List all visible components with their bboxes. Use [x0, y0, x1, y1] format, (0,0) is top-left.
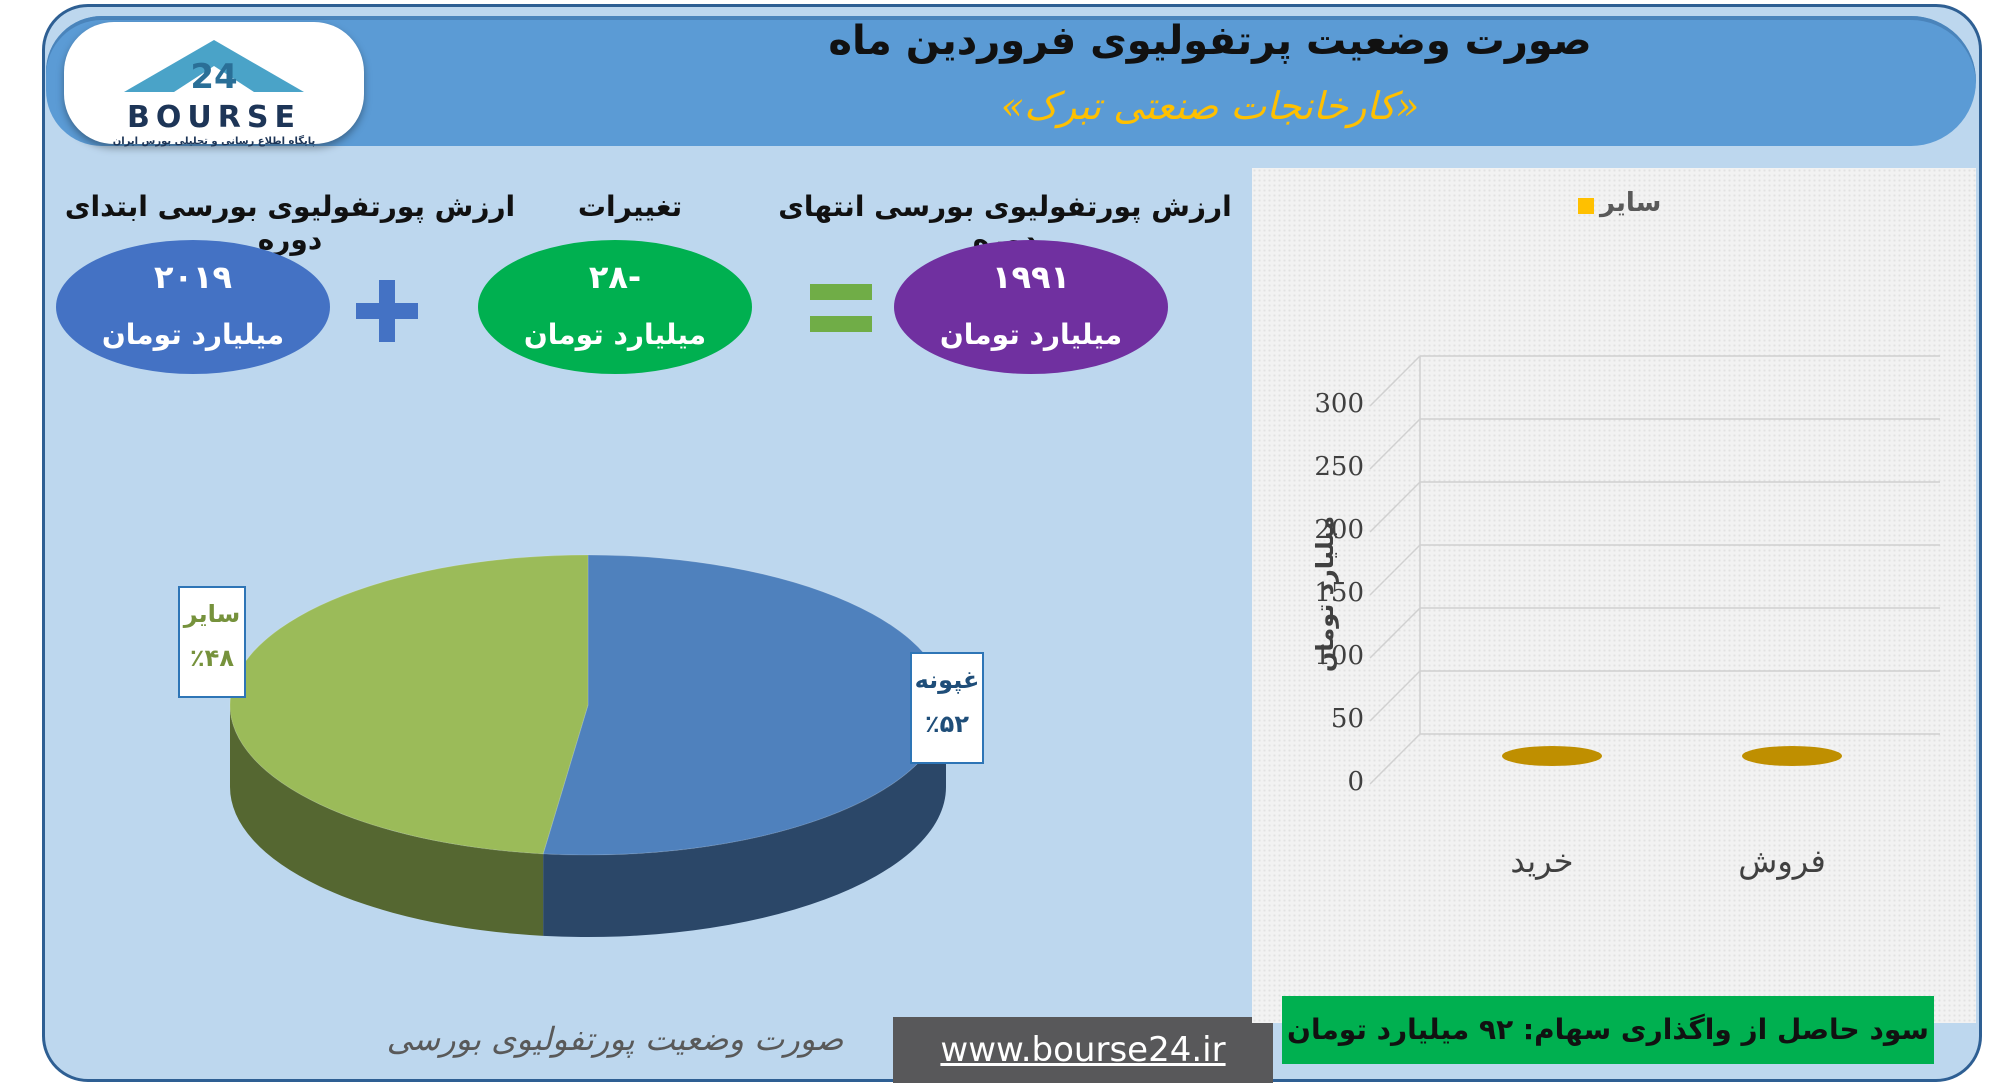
end-value: ۱۹۹۱	[991, 258, 1071, 296]
y-axis-label: میلیارد تومان	[1311, 515, 1339, 673]
end-unit: میلیارد تومان	[939, 318, 1123, 351]
start-unit: میلیارد تومان	[101, 318, 285, 351]
change-unit: میلیارد تومان	[523, 318, 707, 351]
logo-tagline: پایگاه اطلاع رسانی و تحلیلی بورس ایران	[112, 136, 316, 147]
website-url[interactable]: www.bourse24.ir	[893, 1017, 1273, 1083]
logo-wordmark: BOURSE	[127, 100, 301, 135]
bar-0	[1502, 746, 1602, 766]
x-tick-1: فروش	[1738, 842, 1825, 880]
gridline-diag-1	[1369, 670, 1421, 722]
bar-1	[1742, 746, 1842, 766]
pie-side-1	[230, 705, 544, 936]
gridline-diag-4	[1369, 481, 1421, 533]
pie-label-other-pct: ٪۴۸	[190, 644, 234, 672]
bourse24-logo: 24 BOURSE پایگاه اطلاع رسانی و تحلیلی بو…	[64, 22, 364, 147]
pie-side-0	[543, 705, 946, 937]
svg-text:24: 24	[190, 57, 237, 97]
start-value: ۲۰۱۹	[153, 258, 233, 296]
y-tick-5: 250	[1314, 452, 1364, 482]
profit-summary: سود حاصل از واگذاری سهام: ۹۲ میلیارد توم…	[1282, 996, 1934, 1064]
legend-swatch	[1578, 198, 1594, 214]
change-label: تغییرات	[577, 190, 683, 223]
gridline-diag-0	[1369, 733, 1421, 785]
y-tick-6: 300	[1314, 389, 1364, 419]
plus-icon	[356, 280, 418, 346]
start-value-oval: ۲۰۱۹ میلیارد تومان	[56, 240, 330, 374]
pie-label-ghapooneh-pct: ٪۵۲	[925, 710, 969, 738]
header-banner	[46, 16, 1976, 146]
end-value-label: ارزش پورتفولیوی بورسی انتهای دوره	[778, 190, 1232, 256]
end-value-oval: ۱۹۹۱ میلیارد تومان	[894, 240, 1168, 374]
trade-bar-chart: 0 50 100 150 200 250 300 خرید فروش	[1314, 355, 1940, 880]
pie-label-ghapooneh-name: غپونه	[914, 666, 980, 694]
trade-chart-panel	[1252, 168, 1976, 1023]
y-tick-0: 0	[1347, 767, 1364, 797]
portfolio-pie-chart	[229, 554, 947, 937]
pie-label-other: سایر ٪۴۸	[178, 586, 246, 698]
gridline-diag-2	[1369, 607, 1421, 659]
gridline-diag-6	[1369, 355, 1421, 407]
start-value-label: ارزش پورتفولیوی بورسی ابتدای دوره	[64, 190, 516, 256]
pie-caption: صورت وضعیت پورتفولیوی بورسی	[386, 1020, 844, 1058]
y-tick-4: 200	[1314, 515, 1364, 545]
change-oval: -۲۸ میلیارد تومان	[478, 240, 752, 374]
gridline-diag-5	[1369, 418, 1421, 470]
equals-icon	[810, 284, 872, 338]
pie-label-ghapooneh: غپونه ٪۵۲	[910, 652, 984, 764]
y-tick-1: 50	[1331, 704, 1364, 734]
gridline-diag-3	[1369, 544, 1421, 596]
y-tick-2: 100	[1314, 641, 1364, 671]
logo-mountain-icon: 24	[124, 40, 304, 97]
change-value: -۲۸	[588, 258, 642, 296]
x-tick-0: خرید	[1510, 842, 1573, 880]
page-subtitle: «کارخانجات صنعتی تبرک»	[1000, 84, 1420, 128]
y-tick-3: 150	[1314, 578, 1364, 608]
pie-label-other-name: سایر	[183, 600, 241, 628]
legend-label: سایر	[1600, 188, 1662, 218]
page-title: صورت وضعیت پرتفولیوی فروردین ماه	[828, 18, 1592, 64]
